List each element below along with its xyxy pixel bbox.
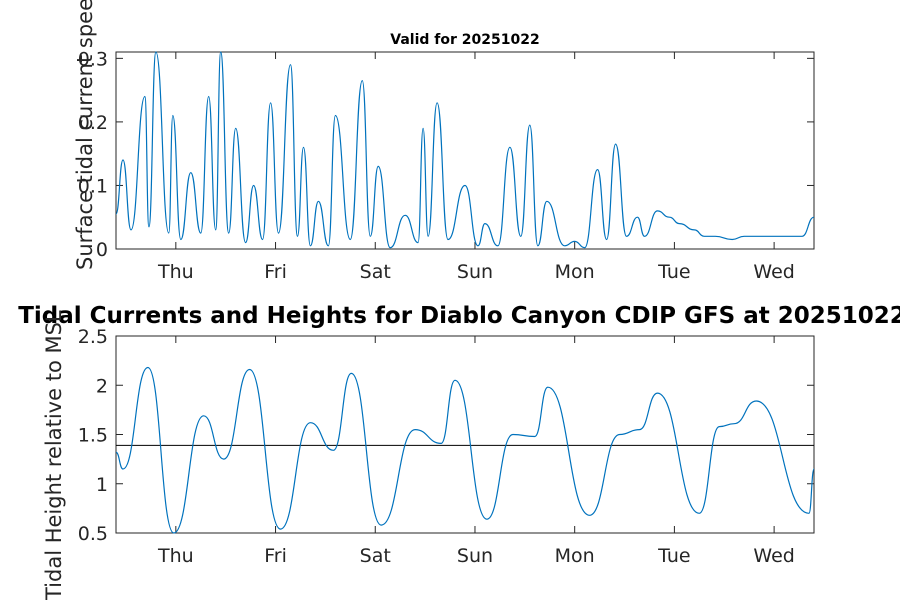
tidal-height-y-tick-label: 1.5 [78,425,108,447]
current-speed-x-ticks: Thu Fri Sat Sun Mon Tue Wed [157,52,795,283]
tidal-height-x-tick-label: Sun [457,545,493,567]
current-speed-axes: 0 0.1 0.2 0.3 Thu Fri Sat Sun Mon Tue Wed Valid f… [73,0,815,283]
current-speed-x-tick-label: Sat [360,261,391,283]
current-speed-x-tick-label: Wed [753,261,794,283]
tidal-height-y-label: Tidal Height relative to MSL [42,310,66,600]
current-speed-line [115,51,815,249]
tidal-height-x-tick-label: Fri [264,545,287,567]
tidal-height-x-tick-label: Sat [360,545,391,567]
tidal-height-y-tick-label: 1 [96,474,108,496]
current-speed-plot-frame [115,51,815,250]
tidal-height-x-tick-label: Thu [157,545,194,567]
tidal-height-y-tick-label: 2 [96,375,108,397]
current-speed-x-tick-label: Thu [157,261,194,283]
tidal-height-x-tick-label: Tue [657,545,690,567]
current-speed-x-tick-label: Mon [555,261,595,283]
current-speed-y-tick-label: 0.3 [78,48,108,70]
current-speed-y-tick-label: 0.1 [78,175,108,197]
current-speed-y-tick-label: 0.2 [78,112,108,134]
current-speed-y-ticks: 0 0.1 0.2 0.3 [78,48,814,261]
tidal-height-plot-frame [115,335,815,534]
tidal-height-y-ticks: 0.5 1 1.5 2 2.5 [78,326,814,545]
tidal-height-y-tick-label: 0.5 [78,523,108,545]
current-speed-x-tick-label: Fri [264,261,287,283]
tidal-height-y-tick-label: 2.5 [78,326,108,348]
current-speed-y-label: Surface tidal current speed, knots [73,0,97,270]
current-speed-x-tick-label: Tue [657,261,690,283]
current-speed-x-tick-label: Sun [457,261,493,283]
tidal-height-x-tick-label: Wed [753,545,794,567]
tidal-height-line [115,366,815,534]
tidal-height-x-ticks: Thu Fri Sat Sun Mon Tue Wed [157,336,795,567]
top-chart-title: Valid for 20251022 [390,32,539,48]
current-speed-y-tick-label: 0 [96,239,108,261]
tidal-height-axes: 0.5 1 1.5 2 2.5 Thu Fri Sat Sun Mon Tue Wed Tidal … [18,303,900,600]
main-chart-title: Tidal Currents and Heights for Diablo Ca… [18,303,900,329]
tidal-height-x-tick-label: Mon [555,545,595,567]
